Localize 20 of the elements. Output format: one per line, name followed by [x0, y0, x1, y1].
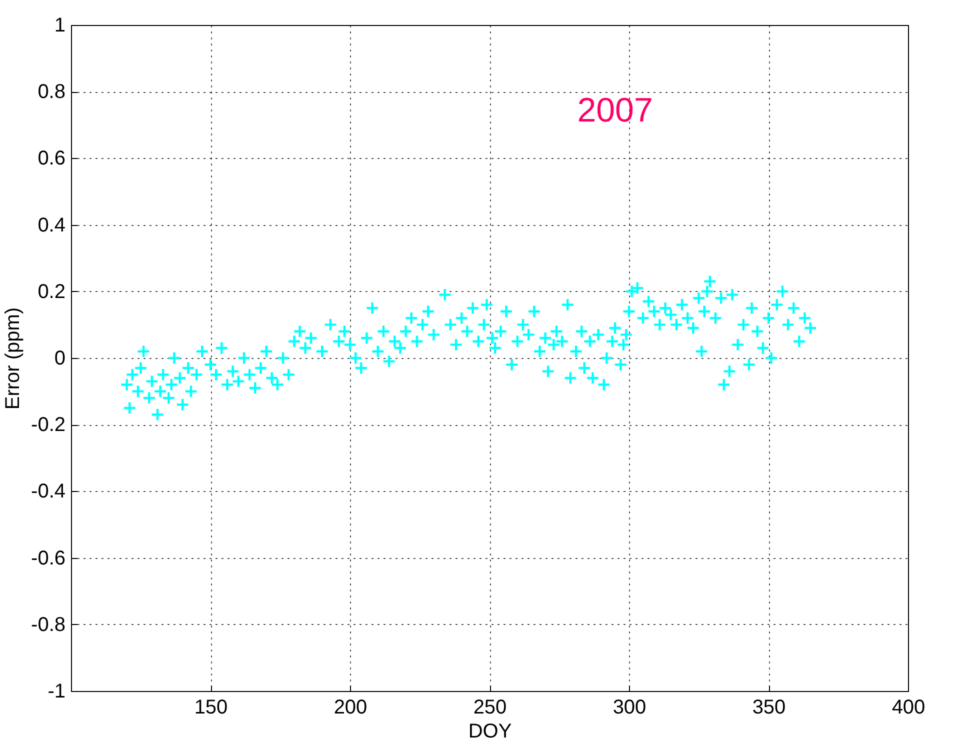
- x-axis-title: DOY: [468, 720, 512, 742]
- y-tick-label: 0.6: [38, 148, 66, 170]
- y-tick-label: -0.8: [31, 614, 66, 636]
- x-tick-label: 300: [612, 696, 646, 718]
- y-tick-label: -0.4: [31, 480, 66, 503]
- x-tick-label: 350: [752, 696, 786, 718]
- x-tick-label: 150: [194, 696, 228, 718]
- y-axis-title: Error (ppm): [2, 307, 24, 410]
- x-tick-label: 400: [892, 696, 926, 718]
- y-tick-label: 0: [54, 348, 66, 370]
- y-tick-label: -0.2: [31, 414, 66, 436]
- y-tick-label: 0.4: [38, 214, 66, 236]
- x-tick-label: 200: [334, 696, 368, 718]
- y-tick-label: 0.2: [38, 280, 66, 303]
- y-tick-label: -0.6: [31, 547, 66, 570]
- y-tick-label: 1: [54, 14, 66, 36]
- y-tick-label: 0.8: [38, 81, 66, 104]
- annotation: 2007: [577, 92, 653, 130]
- y-tick-label: -1: [48, 680, 66, 702]
- x-tick-label: 250: [473, 696, 507, 718]
